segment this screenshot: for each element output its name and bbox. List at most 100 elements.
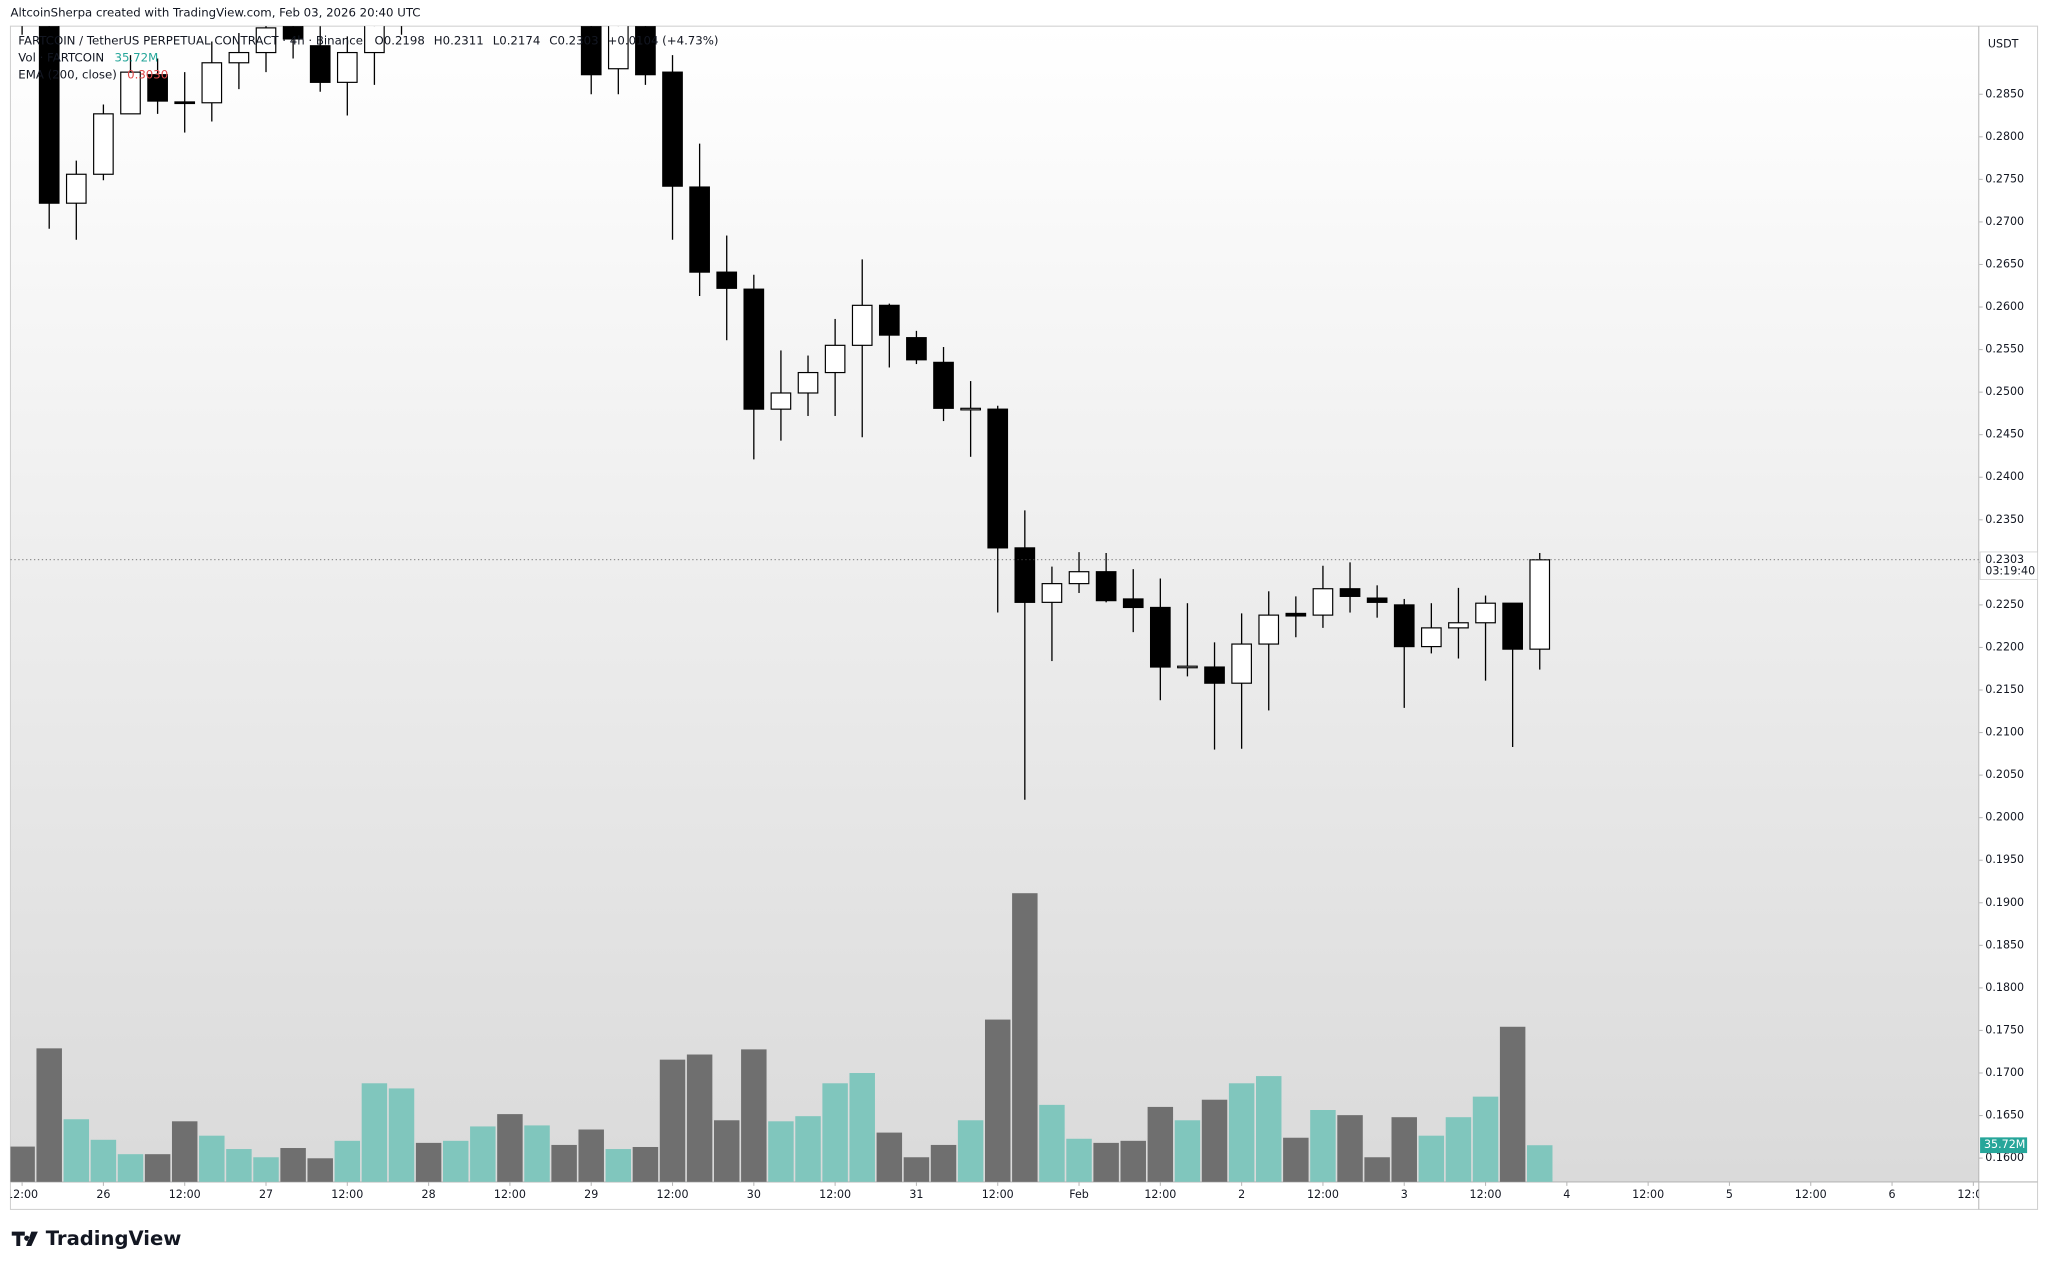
volume-bar (90, 1139, 117, 1182)
volume-bar (1039, 1104, 1065, 1182)
volume-bar (36, 1048, 62, 1182)
volume-bar (1499, 1026, 1526, 1182)
x-tick-label: 29 (584, 1188, 598, 1201)
candle-body (38, 26, 60, 204)
candle-body (851, 304, 873, 346)
volume-bar (1120, 1140, 1146, 1182)
candle-body (1475, 602, 1496, 624)
volume-bar (1527, 1145, 1553, 1182)
candle-body (554, 0, 574, 1)
x-tick-label: 12:00 (1957, 1188, 1989, 1201)
x-tick-label: 12:00 (1470, 1188, 1502, 1201)
volume-bar (1228, 1083, 1255, 1182)
y-tick-label: 0.2600 (1985, 300, 2024, 313)
candle-body (255, 27, 277, 54)
change: +0.0104 (+4.73%) (608, 33, 719, 47)
volume-bar (361, 1083, 388, 1182)
legend-volume-line: Vol · FARTCOIN 35.72M (18, 50, 158, 64)
x-tick-label: 27 (259, 1188, 273, 1201)
y-tick-label: 0.1750 (1985, 1023, 2024, 1036)
price-axis: 0.1600 0.1650 0.1700 0.1750 0.1800 0.1850 0.19… (1978, 87, 2038, 1164)
y-tick-label: 0.1600 (1985, 1151, 2024, 1164)
volume-bar (686, 1054, 713, 1182)
volume-bar (1093, 1142, 1119, 1182)
x-tick-label: 30 (747, 1188, 761, 1201)
ohlc-close: 0.2303 (558, 33, 599, 47)
candle-body (635, 26, 656, 76)
candle-body (960, 407, 981, 411)
candle-body (987, 408, 1009, 549)
y-tick-label: 0.2250 (1985, 598, 2024, 611)
volume-bar (497, 1114, 523, 1182)
y-tick-label: 0.2150 (1985, 683, 2024, 696)
volume-bar (903, 1157, 930, 1182)
volume-bar (822, 1083, 848, 1182)
volume-bar (795, 1116, 821, 1182)
ohlc-prefix: L (493, 33, 500, 47)
legend: FARTCOIN / TetherUS PERPETUAL CONTRACT ·… (18, 33, 718, 81)
volume-bar (334, 1140, 361, 1182)
y-tick-label: 0.2350 (1985, 513, 2024, 526)
volume-bar (524, 1125, 550, 1182)
x-tick-label: 12:00 (1307, 1188, 1339, 1201)
x-tick-label: Feb (1069, 1188, 1089, 1201)
x-tick-label: 28 (422, 1188, 436, 1201)
volume-bar (280, 1148, 306, 1182)
plot-background (10, 26, 1979, 1182)
y-tick-label: 0.2650 (1985, 257, 2024, 270)
y-tick-label: 0.2450 (1985, 428, 2024, 441)
candle-body (662, 71, 683, 187)
volume-bar (551, 1144, 577, 1182)
candle-body (1041, 583, 1063, 603)
candle-body (607, 26, 629, 70)
candle-body (743, 288, 765, 410)
x-tick-label: 12:00 (169, 1188, 201, 1201)
candle-body (1285, 612, 1307, 617)
candle-body (1258, 614, 1280, 645)
candle-body (1448, 622, 1469, 629)
volume-bar (930, 1144, 957, 1182)
candle-body (228, 51, 250, 64)
candle-body (878, 304, 900, 336)
volume-bar (253, 1157, 279, 1182)
volume-bar (1364, 1157, 1390, 1182)
volume-bar (605, 1149, 632, 1182)
volume-bar (226, 1149, 252, 1182)
volume-bar (849, 1073, 875, 1182)
volume-bar (1147, 1106, 1174, 1182)
candle-body (174, 101, 196, 105)
symbol-title: FARTCOIN / TetherUS PERPETUAL CONTRACT ·… (18, 33, 363, 47)
x-tick-label: 26 (96, 1188, 110, 1201)
y-tick-label: 0.2800 (1985, 130, 2024, 143)
candle-body (1420, 627, 1442, 648)
x-tick-label: 12:00 (494, 1188, 526, 1201)
ema-value: 0.3030 (127, 67, 168, 81)
x-tick-label: 12:00 (1632, 1188, 1664, 1201)
candle-body (336, 51, 358, 83)
attribution: AltcoinSherpa created with TradingView.c… (10, 6, 420, 20)
volume-bar (388, 1088, 415, 1182)
volume-legend-value: 35.72M (114, 50, 158, 64)
ohlc-prefix: C (549, 33, 557, 47)
ohlc-high: 0.2311 (443, 33, 484, 47)
volume-bar (63, 1119, 90, 1182)
volume-bar (578, 1129, 604, 1182)
y-tick-label: 0.2100 (1985, 726, 2024, 739)
volume-bar (117, 1154, 144, 1182)
candle-body (1177, 665, 1198, 669)
countdown: 03:19:40 (1985, 565, 2035, 578)
candle-body (797, 371, 819, 394)
y-tick-label: 0.2400 (1985, 470, 2024, 483)
volume-bar (1472, 1096, 1499, 1182)
y-tick-label: 0.1700 (1985, 1066, 2024, 1079)
candle-body (770, 392, 792, 410)
time-axis: 12:00 26 12:00 27 12:00 28 12:00 29 12:00 30 12:00… (6, 1181, 1989, 1201)
ema-legend: EMA (200, close) (18, 67, 117, 81)
volume-bar (1391, 1117, 1417, 1182)
ohlc-prefix: O (375, 33, 384, 47)
x-tick-label: 12:00 (1795, 1188, 1827, 1201)
candle-body (364, 26, 385, 54)
candle-body (933, 361, 954, 409)
x-tick-label: 12:00 (6, 1188, 38, 1201)
